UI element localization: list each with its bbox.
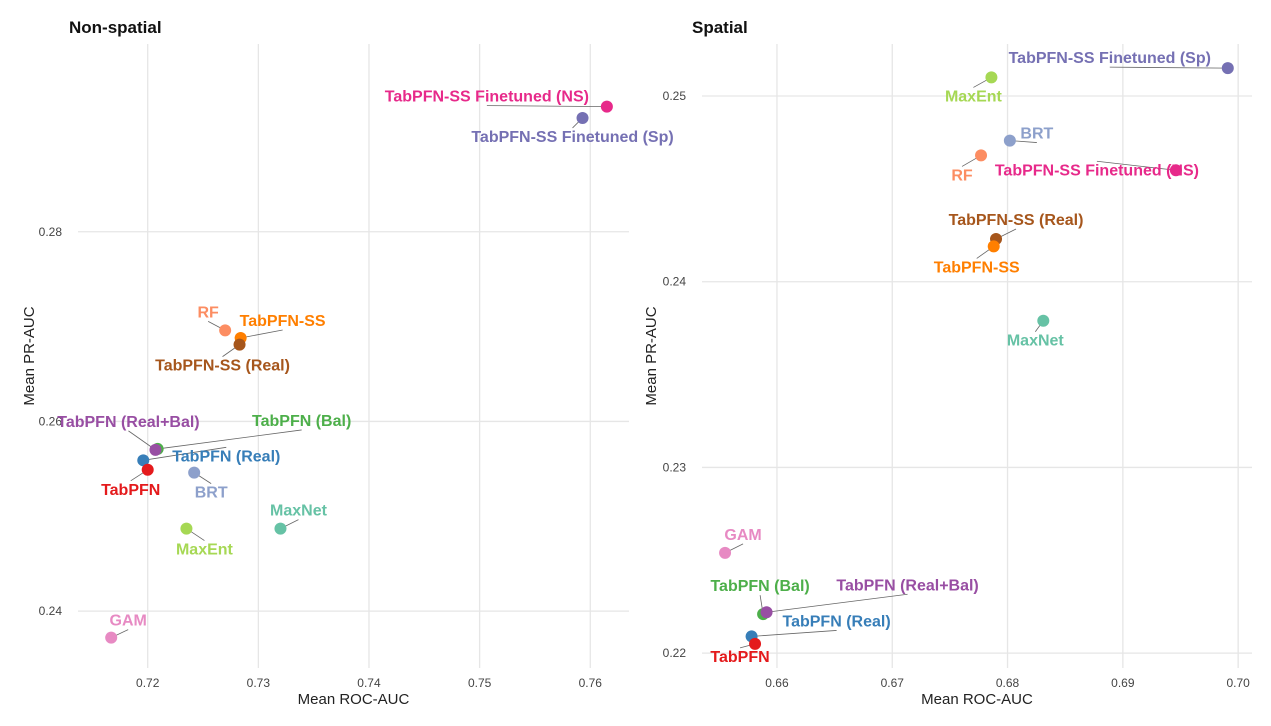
x-tick-label: 0.76 bbox=[579, 676, 603, 690]
leader-line bbox=[143, 446, 227, 461]
leader-line bbox=[751, 630, 837, 637]
point-label: MaxNet bbox=[270, 503, 328, 520]
leader-line bbox=[240, 329, 283, 339]
panel-non-spatial: 0.72 0.73 0.74 0.75 0.76 0.24 0.26 0.28 Non-spat… bbox=[21, 18, 674, 708]
leader-line bbox=[157, 429, 302, 450]
point-label: GAM bbox=[724, 527, 761, 544]
point-label: BRT bbox=[1020, 126, 1053, 143]
y-axis-label: Mean PR-AUC bbox=[21, 306, 38, 405]
leader-line bbox=[486, 105, 607, 107]
y-tick-label: 0.22 bbox=[663, 646, 687, 660]
x-tick-label: 0.70 bbox=[1226, 676, 1250, 690]
data-point bbox=[219, 324, 232, 337]
point-label: TabPFN (Real) bbox=[783, 613, 891, 630]
panel-title: Non-spatial bbox=[69, 18, 162, 37]
point-label: MaxNet bbox=[1007, 333, 1065, 350]
x-tick-label: 0.75 bbox=[468, 676, 492, 690]
x-tick-label: 0.67 bbox=[881, 676, 905, 690]
point-label: TabPFN (Real) bbox=[172, 448, 280, 465]
data-point bbox=[1169, 164, 1182, 177]
leader-line bbox=[1096, 160, 1176, 171]
x-tick-label: 0.69 bbox=[1111, 676, 1135, 690]
data-point bbox=[180, 522, 193, 535]
data-point bbox=[985, 71, 998, 84]
y-tick-label: 0.28 bbox=[39, 225, 63, 239]
data-point bbox=[141, 463, 154, 476]
point-label: TabPFN-SS Finetuned (NS) bbox=[385, 89, 589, 106]
x-tick-label: 0.66 bbox=[765, 676, 789, 690]
data-point bbox=[274, 522, 287, 535]
data-point bbox=[1037, 314, 1050, 327]
point-label: TabPFN-SS (Real) bbox=[949, 212, 1084, 229]
x-tick-label: 0.72 bbox=[136, 676, 160, 690]
panel-spatial: 0.66 0.67 0.68 0.69 0.70 0.22 0.23 0.24 0.25 Spat… bbox=[643, 18, 1252, 708]
data-point bbox=[233, 338, 246, 351]
data-point bbox=[188, 466, 201, 479]
leader-line bbox=[1109, 66, 1228, 69]
point-label: TabPFN bbox=[101, 482, 160, 499]
data-point bbox=[600, 100, 613, 113]
point-label: TabPFN (Real+Bal) bbox=[57, 414, 199, 431]
x-axis-label: Mean ROC-AUC bbox=[298, 691, 410, 708]
point-label: MaxEnt bbox=[176, 542, 234, 559]
point-label: TabPFN bbox=[710, 649, 769, 666]
y-axis-label: Mean PR-AUC bbox=[643, 306, 660, 405]
y-tick-label: 0.25 bbox=[663, 89, 687, 103]
point-label: TabPFN-SS Finetuned (Sp) bbox=[1009, 50, 1211, 67]
data-point bbox=[760, 606, 773, 619]
data-point bbox=[749, 637, 762, 650]
point-label: TabPFN (Real+Bal) bbox=[836, 577, 978, 594]
point-label: RF bbox=[197, 304, 219, 321]
data-point bbox=[1003, 134, 1016, 147]
data-point bbox=[719, 546, 732, 559]
x-tick-label: 0.74 bbox=[357, 676, 381, 690]
point-label: TabPFN-SS bbox=[240, 313, 326, 330]
point-label: TabPFN (Bal) bbox=[710, 578, 809, 595]
data-point bbox=[576, 111, 589, 124]
y-tick-label: 0.26 bbox=[39, 414, 63, 428]
point-label: RF bbox=[951, 167, 973, 184]
point-label: TabPFN-SS (Real) bbox=[155, 358, 290, 375]
y-tick-label: 0.23 bbox=[663, 460, 687, 474]
leader-line bbox=[766, 593, 908, 613]
data-point bbox=[105, 631, 118, 644]
x-axis-label: Mean ROC-AUC bbox=[921, 691, 1033, 708]
y-tick-label: 0.24 bbox=[663, 275, 687, 289]
point-label: TabPFN-SS bbox=[934, 259, 1020, 276]
point-label: GAM bbox=[110, 613, 147, 630]
point-label: BRT bbox=[195, 485, 228, 502]
point-label: TabPFN-SS Finetuned (Sp) bbox=[471, 129, 673, 146]
x-tick-label: 0.73 bbox=[247, 676, 271, 690]
panel-title: Spatial bbox=[692, 18, 748, 37]
x-tick-label: 0.68 bbox=[996, 676, 1020, 690]
y-tick-label: 0.24 bbox=[39, 604, 63, 618]
point-label: MaxEnt bbox=[945, 88, 1003, 105]
data-point bbox=[137, 454, 150, 467]
data-point bbox=[975, 149, 988, 162]
data-point bbox=[149, 443, 162, 456]
data-point bbox=[1221, 62, 1234, 75]
point-label: TabPFN (Bal) bbox=[252, 413, 351, 430]
point-label: TabPFN-SS Finetuned (NS) bbox=[995, 162, 1199, 179]
data-point bbox=[987, 240, 1000, 253]
